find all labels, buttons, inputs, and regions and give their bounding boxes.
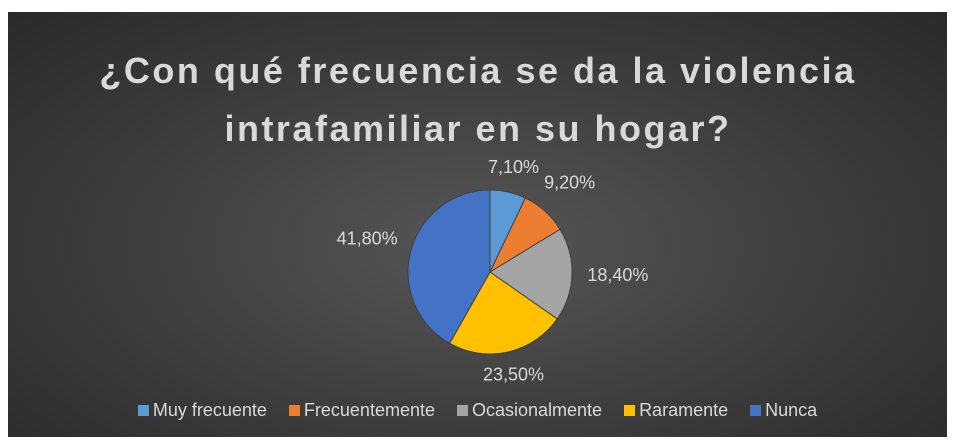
pie-area: 7,10%9,20% 18,40% 23,50% 41,80%	[337, 157, 649, 384]
legend-label: Raramente	[639, 400, 729, 420]
legend-swatch	[456, 405, 468, 416]
data-label: 9,20%	[544, 173, 595, 193]
legend-swatch	[288, 405, 300, 416]
data-label: 7,10%	[488, 157, 539, 177]
pie-slice	[448, 271, 558, 355]
legend-label: Nunca	[765, 400, 818, 420]
data-label: 41,80%	[337, 228, 398, 248]
legend-swatch	[624, 405, 636, 416]
legend-label: Ocasionalmente	[471, 400, 603, 420]
legend-item: Ocasionalmente	[456, 400, 603, 421]
legend-item: Nunca	[750, 400, 817, 421]
chart-title: ¿Con qué frecuencia se da la violencia i…	[99, 50, 857, 149]
legend-swatch	[137, 405, 149, 416]
legend-item: Raramente	[624, 400, 728, 421]
legend-item: Frecuentemente	[288, 400, 435, 421]
pie-slice	[489, 228, 573, 320]
data-label: 23,50%	[483, 364, 544, 384]
legend-label: Muy frecuente	[152, 400, 267, 420]
pie-slice	[407, 189, 491, 345]
chart: ¿Con qué frecuencia se da la violencia i…	[8, 12, 947, 437]
legend-swatch	[750, 405, 762, 416]
data-label: 18,40%	[587, 265, 648, 285]
legend: Muy frecuente Frecuentemente Ocasionalment…	[8, 400, 947, 421]
legend-label: Frecuentemente	[303, 400, 435, 420]
legend-item: Muy frecuente	[137, 400, 267, 421]
